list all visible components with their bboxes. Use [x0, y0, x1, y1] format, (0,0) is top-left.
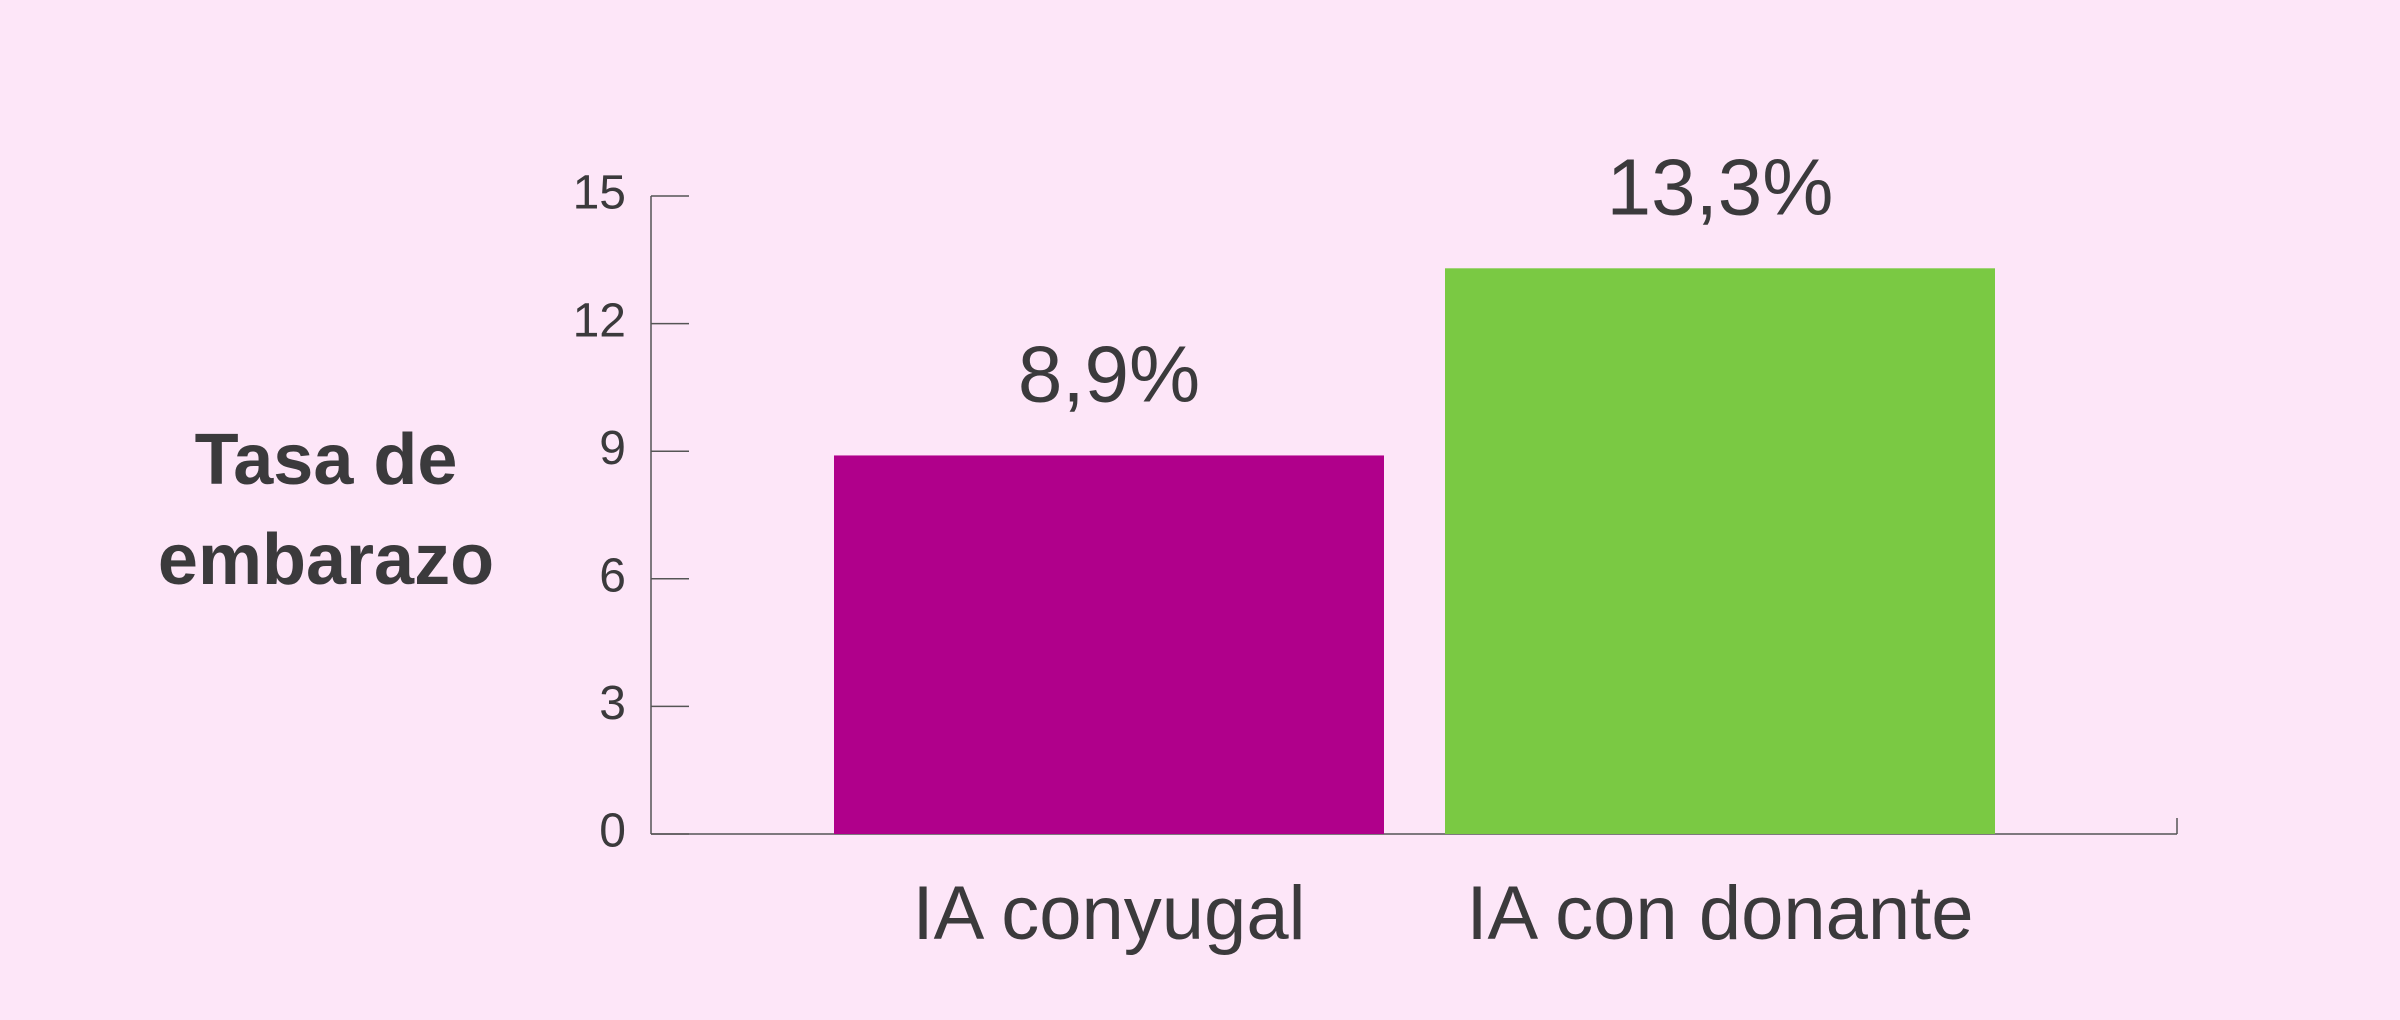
bar: [834, 455, 1384, 834]
y-tick-label: 6: [599, 549, 626, 602]
value-label: 8,9%: [1018, 330, 1200, 419]
bar: [1445, 268, 1995, 835]
x-tick-label: IA conyugal: [913, 871, 1306, 956]
x-tick-label: IA con donante: [1466, 871, 1973, 956]
y-axis-label: Tasa de embarazo: [157, 420, 495, 600]
value-label: 13,3%: [1607, 142, 1834, 231]
y-tick-label: 12: [573, 294, 626, 347]
y-tick-label: 9: [599, 422, 626, 475]
y-tick-label: 15: [573, 167, 626, 220]
y-tick-label: 0: [599, 805, 626, 858]
y-tick-label: 3: [599, 677, 626, 730]
